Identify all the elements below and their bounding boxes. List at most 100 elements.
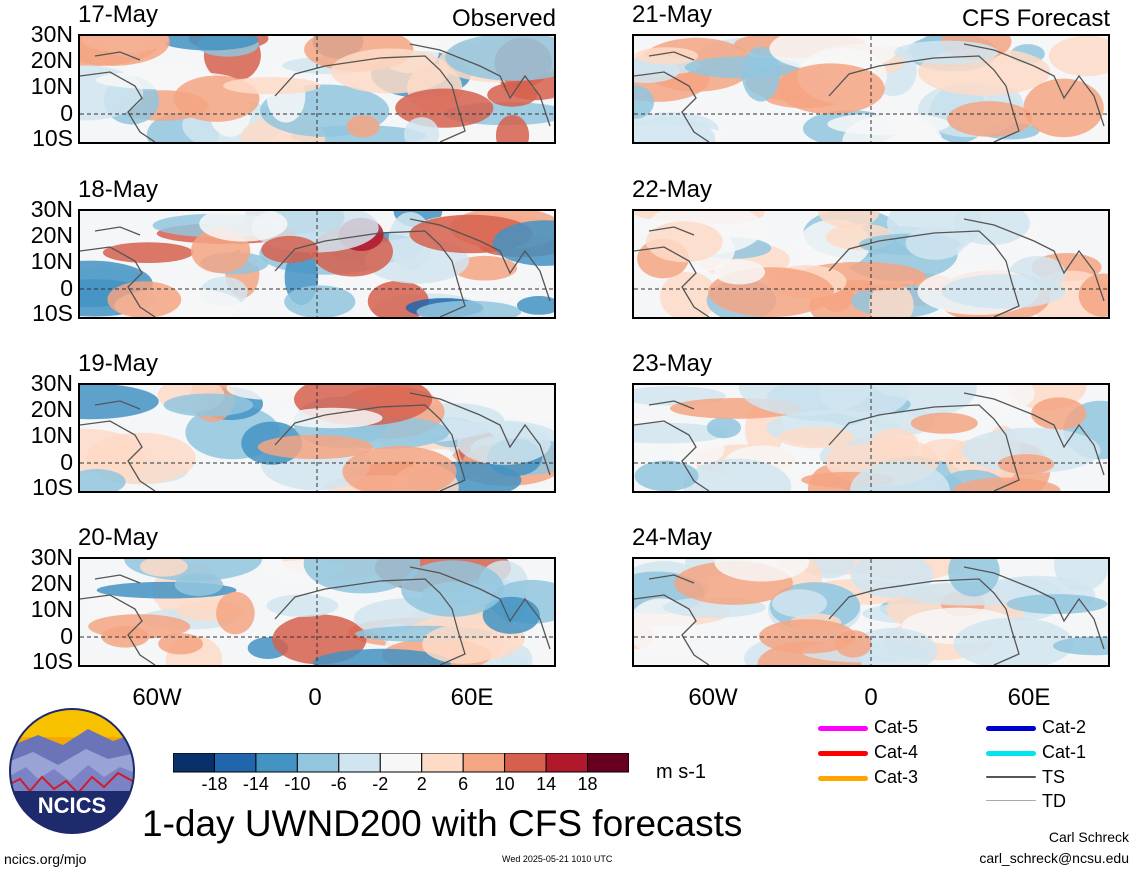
anomaly-blob [758, 619, 856, 654]
anomaly-blob [645, 221, 723, 263]
anomaly-blob [869, 282, 914, 317]
panel-date: 17-May [78, 1, 159, 28]
x-tick-60w-left: 60W [132, 684, 182, 711]
x-tick-60e-right: 60E [1007, 684, 1051, 711]
colorbar-swatch [296, 752, 340, 773]
anomaly-blob [962, 427, 1101, 474]
anomaly-blob [284, 285, 356, 317]
anomaly-blob [216, 591, 255, 635]
anomaly-blob [257, 434, 373, 460]
legend-swatch [986, 800, 1036, 801]
anomaly-blob [634, 116, 716, 142]
panel-date: 23-May [632, 350, 713, 377]
logo-text: NCICS [38, 793, 106, 818]
legend-label: Cat-4 [874, 742, 919, 762]
y-tick-label: 30N [30, 370, 73, 396]
anomaly-field [80, 385, 554, 491]
colorbar-swatch [462, 752, 506, 773]
anomaly-blob [312, 648, 451, 665]
footer-url: ncics.org/mjo [4, 851, 87, 867]
legend-swatch [986, 726, 1036, 731]
y-tick-label: 30N [30, 544, 73, 570]
anomaly-blob [330, 48, 450, 94]
legend-label: Cat-3 [874, 767, 919, 787]
legend-label: Cat-5 [874, 717, 919, 737]
anomaly-blob [422, 624, 504, 664]
y-tick-label: 0 [60, 623, 73, 649]
anomaly-blob [870, 428, 919, 459]
anomaly-blob [80, 428, 142, 474]
anomaly-blob [1031, 397, 1087, 430]
anomaly-blob [683, 458, 792, 491]
y-tick-label: 20N [30, 396, 73, 422]
wind-map [78, 383, 556, 493]
legend-label: TS [1042, 767, 1066, 787]
anomaly-blob [174, 573, 223, 596]
legend-swatch [818, 751, 868, 756]
anomaly-blob [818, 211, 880, 228]
colorbar-tick-label: -2 [372, 774, 389, 794]
wind-map [632, 557, 1110, 667]
y-tick-label: 20N [30, 222, 73, 248]
anomaly-blob [457, 422, 551, 465]
colorbar-tick-label: -14 [242, 774, 269, 794]
x-tick-0-left: 0 [308, 684, 322, 711]
anomaly-blob [850, 461, 950, 491]
anomaly-blob [948, 559, 1000, 597]
colorbar-tick-label: -18 [201, 774, 228, 794]
anomaly-blob [261, 235, 319, 264]
anomaly-blob [988, 385, 1035, 410]
coastline [634, 218, 1105, 317]
y-tick-label: 10N [30, 422, 73, 448]
colorbar-swatch [338, 752, 381, 773]
anomaly-blob [953, 211, 1030, 245]
anomaly-blob [223, 77, 321, 95]
anomaly-blob [1048, 36, 1108, 77]
legend-swatch [818, 726, 868, 731]
anomaly-blob [738, 385, 872, 416]
y-tick-label: 10S [32, 300, 73, 326]
anomaly-blob [226, 385, 303, 400]
anomaly-blob [303, 559, 421, 594]
panel-date: 21-May [632, 1, 713, 28]
anomaly-blob [102, 242, 194, 263]
anomaly-blob [495, 115, 530, 142]
anomaly-blob [634, 460, 699, 491]
footer-email: carl_schreck@ncsu.edu [979, 850, 1129, 866]
anomaly-blob [281, 407, 383, 429]
colorbar-tick-label: 14 [536, 774, 557, 794]
colorbar-swatches [172, 752, 630, 773]
anomaly-blob [998, 454, 1055, 475]
anomaly-blob [894, 40, 999, 64]
panel-date: 22-May [632, 176, 713, 203]
coastline [80, 566, 551, 665]
coastline [80, 43, 551, 142]
y-tick-label: 10S [32, 474, 73, 500]
colorbar-tick-label: -6 [330, 774, 347, 794]
wind-map [78, 209, 556, 319]
colorbar-tick-label: 2 [416, 774, 427, 794]
anomaly-blob [941, 274, 1066, 309]
panel-date: 20-May [78, 524, 159, 551]
anomaly-blob [905, 226, 965, 260]
panel-date: 24-May [632, 524, 713, 551]
wind-map [78, 34, 556, 144]
legend-label: Cat-1 [1042, 742, 1087, 762]
anomaly-blob [834, 630, 872, 658]
anomaly-blob [401, 560, 504, 617]
anomaly-blob [158, 633, 203, 655]
coastline [80, 392, 551, 491]
anomaly-blob [516, 296, 554, 315]
anomaly-blob [660, 271, 718, 317]
legend-swatch [986, 751, 1036, 756]
legend-label: Cat-2 [1042, 717, 1087, 737]
anomaly-blob [634, 47, 699, 65]
colorbar-units: m s-1 [656, 761, 706, 783]
anomaly-blob [199, 211, 288, 242]
colorbar-tick-label: -10 [284, 774, 311, 794]
anomaly-blob [460, 385, 519, 410]
coastline [634, 392, 1105, 491]
anomaly-blob [842, 114, 943, 142]
footer-author: Carl Schreck [1048, 829, 1129, 845]
coastline [80, 218, 551, 317]
